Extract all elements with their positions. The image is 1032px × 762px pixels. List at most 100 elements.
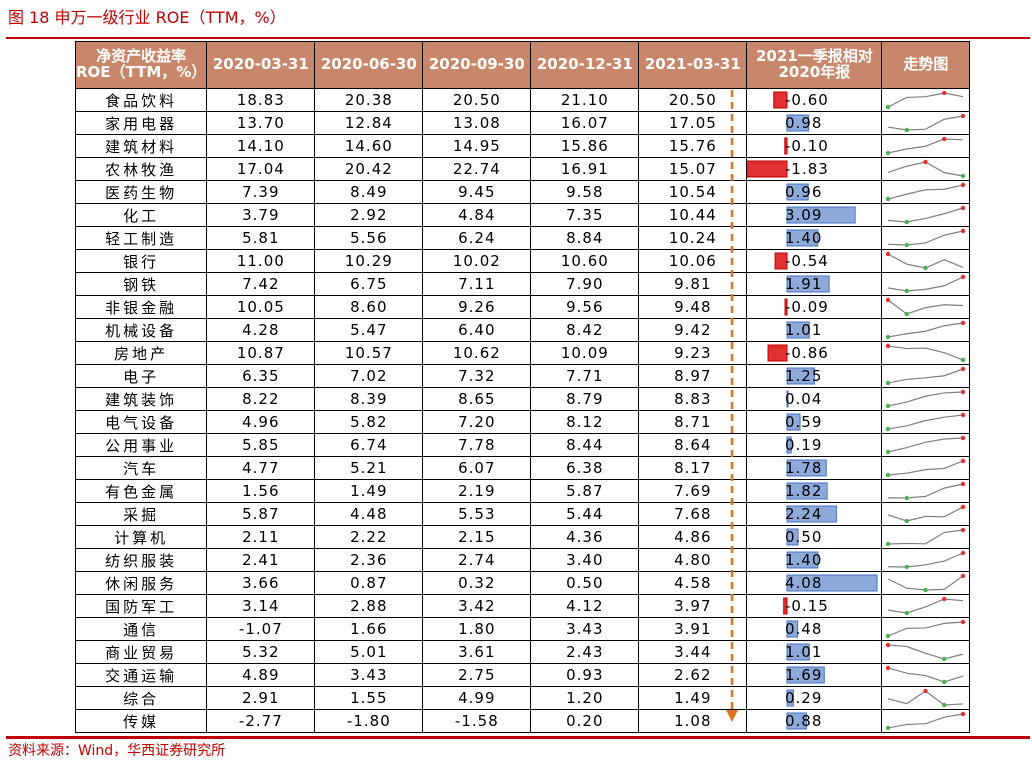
roe-value-cell: 14.10 — [206, 134, 316, 158]
roe-value-cell: 10.87 — [206, 341, 316, 365]
header-diff: 2021一季报相对 2020年报 — [746, 41, 883, 89]
industry-cell: 纺织服装 — [74, 548, 208, 572]
trend-cell — [881, 111, 971, 135]
diff-bar — [786, 413, 801, 431]
roe-value-cell: 10.57 — [314, 341, 424, 365]
roe-value-cell: 2.19 — [422, 479, 532, 503]
diff-bar — [786, 643, 811, 661]
sparkline — [888, 159, 966, 179]
sparkline — [888, 573, 966, 593]
roe-value-cell: 10.54 — [638, 180, 748, 204]
roe-value-cell: 9.48 — [638, 295, 748, 319]
sparkline-max-point — [961, 550, 966, 556]
diff-bar — [786, 321, 811, 339]
table-row: 采掘 5.87 4.48 5.53 5.44 7.68 2.24 — [74, 502, 971, 526]
roe-value-cell: 4.96 — [206, 410, 316, 434]
roe-value-cell: 8.22 — [206, 387, 316, 411]
table-row: 建筑装饰 8.22 8.39 8.65 8.79 8.83 0.04 — [74, 387, 971, 411]
roe-value-cell: 10.60 — [530, 249, 640, 273]
roe-value-cell: 2.15 — [422, 525, 532, 549]
table-row: 交通运输 4.89 3.43 2.75 0.93 2.62 1.69 — [74, 663, 971, 687]
sparkline-max-point — [886, 343, 891, 349]
table-row: 商业贸易 5.32 5.01 3.61 2.43 3.44 1.01 — [74, 640, 971, 664]
trend-cell — [881, 502, 971, 526]
diff-label: 0.59 — [785, 413, 822, 431]
roe-value-cell: 16.07 — [530, 111, 640, 135]
roe-value-cell: 1.80 — [422, 617, 532, 641]
roe-value-cell: 8.42 — [530, 318, 640, 342]
sparkline-min-point — [886, 104, 891, 110]
roe-value-cell: 14.95 — [422, 134, 532, 158]
table-body: 食品饮料 18.83 20.38 20.50 21.10 20.50 -0.60 家用电器 13… — [74, 88, 971, 733]
roe-value-cell: 5.53 — [422, 502, 532, 526]
roe-value-cell: 2.92 — [314, 203, 424, 227]
industry-cell: 电气设备 — [74, 410, 208, 434]
diff-label: 1.82 — [785, 482, 822, 500]
industry-cell: 交通运输 — [74, 663, 208, 687]
roe-value-cell: 0.50 — [530, 571, 640, 595]
diff-label: 1.40 — [785, 551, 822, 569]
sparkline-max-point — [942, 90, 947, 96]
sparkline-min-point — [904, 518, 910, 524]
trend-cell — [881, 640, 971, 664]
diff-label: 1.01 — [785, 643, 822, 661]
header-date-5: 2021-03-31 — [638, 41, 748, 89]
trend-cell — [881, 686, 971, 710]
sparkline-line — [888, 322, 964, 338]
diff-cell: 0.29 — [746, 686, 883, 710]
diff-bar-chart: 1.40 — [785, 229, 821, 247]
diff-cell: 0.48 — [746, 617, 883, 641]
diff-bar-chart: 0.88 — [785, 712, 821, 730]
roe-value-cell: 2.22 — [314, 525, 424, 549]
roe-value-cell: 5.81 — [206, 226, 316, 250]
diff-cell: 0.59 — [746, 410, 883, 434]
sparkline-max-point — [961, 113, 966, 119]
roe-value-cell: 2.43 — [530, 640, 640, 664]
header-date-3: 2020-09-30 — [422, 41, 532, 89]
trend-cell — [881, 364, 971, 388]
industry-cell: 轻工制造 — [74, 226, 208, 250]
sparkline-max-point — [923, 688, 929, 694]
diff-bar-chart: 4.08 — [785, 574, 878, 592]
sparkline — [886, 90, 964, 110]
industry-cell: 汽车 — [74, 456, 208, 480]
diff-label: 1.91 — [785, 275, 822, 293]
roe-value-cell: 20.38 — [314, 88, 424, 112]
diff-bar — [786, 206, 856, 224]
table-row: 国防军工 3.14 2.88 3.42 4.12 3.97 -0.15 — [74, 594, 971, 618]
roe-value-cell: 7.02 — [314, 364, 424, 388]
roe-value-cell: 2.62 — [638, 663, 748, 687]
sparkline-max-point — [961, 182, 966, 188]
roe-value-cell: 4.12 — [530, 594, 640, 618]
diff-cell: 1.25 — [746, 364, 883, 388]
sparkline-max-point — [961, 527, 966, 533]
trend-cell — [881, 410, 971, 434]
diff-bar-chart: -0.54 — [774, 252, 828, 270]
diff-cell: -0.54 — [746, 249, 883, 273]
trend-cell — [881, 203, 971, 227]
diff-bar — [783, 597, 788, 615]
diff-bar — [786, 666, 826, 684]
industry-cell: 采掘 — [74, 502, 208, 526]
industry-cell: 有色金属 — [74, 479, 208, 503]
diff-cell: 0.98 — [746, 111, 883, 135]
diff-bar-chart: 1.01 — [785, 643, 822, 661]
sparkline-max-point — [923, 159, 929, 165]
diff-bar-chart: 1.69 — [785, 666, 826, 684]
sparkline — [886, 527, 966, 547]
diff-cell: 1.69 — [746, 663, 883, 687]
roe-value-cell: 6.35 — [206, 364, 316, 388]
roe-value-cell: 5.56 — [314, 226, 424, 250]
diff-bar — [774, 252, 788, 270]
diff-bar — [786, 574, 878, 592]
roe-value-cell: -2.77 — [206, 709, 316, 733]
roe-value-cell: 2.91 — [206, 686, 316, 710]
table-row: 建筑材料 14.10 14.60 14.95 15.86 15.76 -0.10 — [74, 134, 971, 158]
diff-cell: -0.15 — [746, 594, 883, 618]
roe-value-cell: 2.74 — [422, 548, 532, 572]
diff-cell: 2.24 — [746, 502, 883, 526]
diff-label: 4.08 — [785, 574, 822, 592]
diff-bar-chart: 0.59 — [785, 413, 822, 431]
diff-cell: 3.09 — [746, 203, 883, 227]
roe-value-cell: 3.40 — [530, 548, 640, 572]
